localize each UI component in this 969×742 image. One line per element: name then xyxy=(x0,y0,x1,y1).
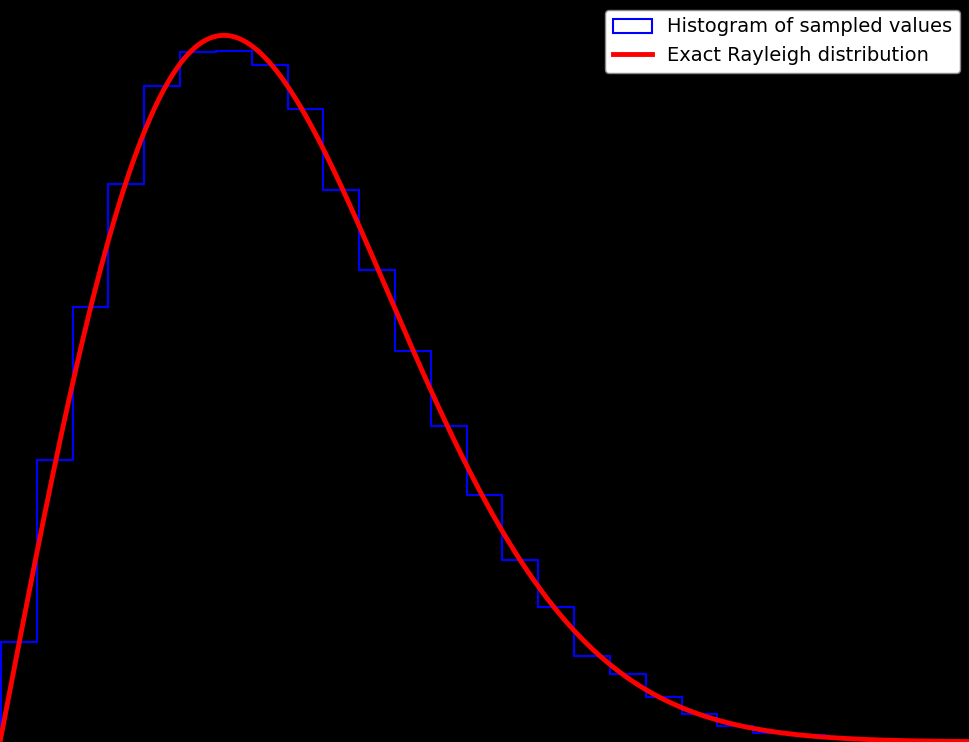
Exact Rayleigh distribution xyxy=(758,726,769,735)
Exact Rayleigh distribution xyxy=(963,737,969,742)
Exact Rayleigh distribution xyxy=(935,737,947,742)
Legend: Histogram of sampled values, Exact Rayleigh distribution: Histogram of sampled values, Exact Rayle… xyxy=(605,10,959,73)
Exact Rayleigh distribution xyxy=(218,31,230,40)
Exact Rayleigh distribution xyxy=(440,419,452,428)
Line: Exact Rayleigh distribution: Exact Rayleigh distribution xyxy=(0,36,969,741)
Exact Rayleigh distribution xyxy=(44,486,55,495)
Exact Rayleigh distribution xyxy=(0,737,6,742)
Exact Rayleigh distribution xyxy=(466,472,478,481)
Exact Rayleigh distribution xyxy=(935,737,947,742)
